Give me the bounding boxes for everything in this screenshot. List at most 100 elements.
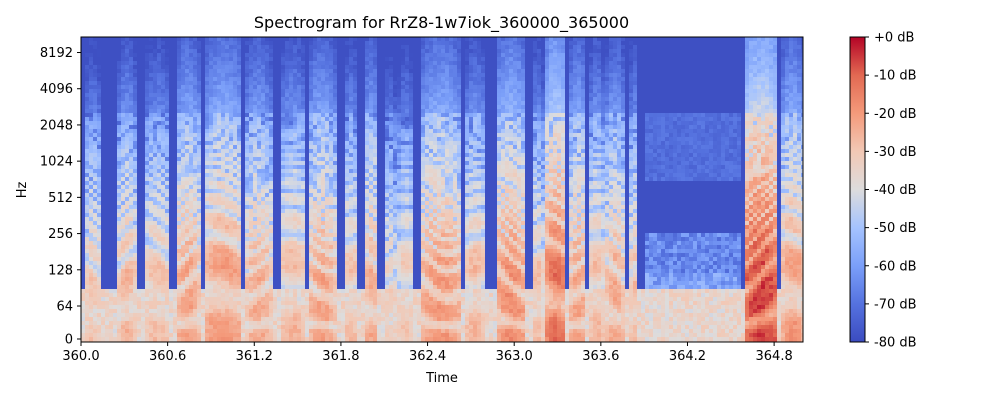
heatmap-cell [301, 285, 305, 289]
heatmap-cell [129, 37, 133, 41]
heatmap-cell [177, 69, 181, 73]
heatmap-cell [145, 317, 149, 321]
heatmap-cell [209, 285, 213, 289]
heatmap-cell [253, 193, 257, 197]
heatmap-cell [97, 249, 101, 253]
heatmap-cell [117, 41, 121, 45]
heatmap-cell [245, 153, 249, 157]
heatmap-cell [101, 53, 105, 57]
heatmap-cell [185, 297, 189, 301]
heatmap-cell [253, 205, 257, 209]
heatmap-cell [321, 57, 325, 61]
heatmap-cell [293, 41, 297, 45]
heatmap-cell [109, 105, 113, 109]
heatmap-cell [189, 73, 193, 77]
heatmap-cell [313, 273, 317, 277]
heatmap-cell [313, 117, 317, 121]
heatmap-cell [301, 49, 305, 53]
heatmap-cell [113, 233, 117, 237]
heatmap-cell [233, 265, 237, 269]
heatmap-cell [85, 177, 89, 181]
heatmap-cell [273, 205, 277, 209]
heatmap-cell [245, 309, 249, 313]
heatmap-cell [233, 153, 237, 157]
heatmap-cell [329, 73, 333, 77]
heatmap-cell [241, 229, 245, 233]
heatmap-cell [333, 125, 337, 129]
heatmap-cell [201, 125, 205, 129]
heatmap-cell [81, 297, 85, 301]
heatmap-cell [289, 49, 293, 53]
heatmap-cell [261, 241, 265, 245]
heatmap-cell [217, 213, 221, 217]
heatmap-cell [325, 269, 329, 273]
heatmap-cell [93, 249, 97, 253]
heatmap-cell [141, 277, 145, 281]
heatmap-cell [273, 249, 277, 253]
heatmap-cell [201, 89, 205, 93]
heatmap-cell [293, 137, 297, 141]
heatmap-cell [233, 289, 237, 293]
heatmap-cell [93, 329, 97, 333]
heatmap-cell [257, 317, 261, 321]
heatmap-cell [317, 165, 321, 169]
heatmap-cell [185, 61, 189, 65]
heatmap-cell [193, 157, 197, 161]
heatmap-cell [169, 101, 173, 105]
heatmap-cell [229, 193, 233, 197]
heatmap-cell [305, 241, 309, 245]
heatmap-cell [141, 65, 145, 69]
heatmap-cell [89, 293, 93, 297]
heatmap-cell [233, 325, 237, 329]
heatmap-cell [337, 265, 341, 269]
heatmap-cell [113, 109, 117, 113]
heatmap-cell [273, 57, 277, 61]
heatmap-cell [205, 141, 209, 145]
heatmap-cell [157, 249, 161, 253]
heatmap-cell [189, 245, 193, 249]
heatmap-cell [97, 213, 101, 217]
heatmap-cell [321, 89, 325, 93]
heatmap-cell [125, 297, 129, 301]
heatmap-cell [205, 321, 209, 325]
heatmap-cell [97, 265, 101, 269]
heatmap-cell [233, 173, 237, 177]
heatmap-cell [93, 241, 97, 245]
heatmap-cell [281, 313, 285, 317]
heatmap-cell [169, 337, 173, 341]
heatmap-cell [241, 285, 245, 289]
heatmap-cell [101, 113, 105, 117]
heatmap-cell [109, 85, 113, 89]
heatmap-cell [313, 97, 317, 101]
heatmap-cell [81, 69, 85, 73]
heatmap-cell [281, 169, 285, 173]
heatmap-cell [121, 137, 125, 141]
heatmap-cell [181, 85, 185, 89]
heatmap-cell [301, 117, 305, 121]
heatmap-cell [189, 265, 193, 269]
heatmap-cell [237, 229, 241, 233]
heatmap-cell [257, 205, 261, 209]
heatmap-cell [121, 313, 125, 317]
heatmap-cell [237, 281, 241, 285]
heatmap-cell [249, 213, 253, 217]
heatmap-cell [333, 301, 337, 305]
heatmap-cell [313, 37, 317, 41]
heatmap-cell [121, 177, 125, 181]
heatmap-cell [141, 297, 145, 301]
heatmap-cell [109, 53, 113, 57]
heatmap-cell [333, 173, 337, 177]
heatmap-cell [169, 237, 173, 241]
heatmap-cell [141, 321, 145, 325]
heatmap-cell [177, 221, 181, 225]
heatmap-cell [125, 293, 129, 297]
heatmap-cell [173, 165, 177, 169]
heatmap-cell [121, 317, 125, 321]
heatmap-cell [249, 317, 253, 321]
heatmap-cell [173, 45, 177, 49]
heatmap-cell [325, 209, 329, 213]
heatmap-cell [237, 293, 241, 297]
heatmap-cell [149, 293, 153, 297]
heatmap-cell [153, 329, 157, 333]
heatmap-cell [193, 213, 197, 217]
